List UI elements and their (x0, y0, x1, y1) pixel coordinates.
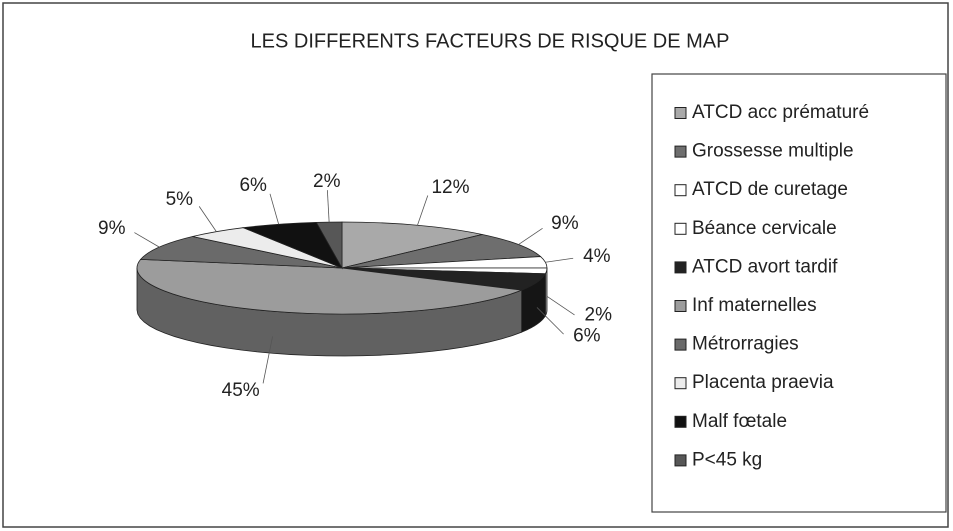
legend-label: ATCD de curetage (692, 179, 848, 200)
leader-line (536, 307, 564, 335)
legend-swatch (674, 338, 687, 351)
legend-label: ATCD acc prématuré (692, 102, 869, 123)
leader-line (545, 257, 574, 263)
legend-label: P<45 kg (692, 449, 762, 470)
data-label: 4% (583, 246, 611, 267)
data-label: 2% (313, 171, 341, 192)
legend-swatch (674, 454, 687, 467)
leader-line (198, 206, 217, 232)
legend-swatch (674, 184, 687, 197)
data-label: 6% (239, 175, 267, 196)
legend-swatch (674, 222, 687, 235)
legend-label: ATCD avort tardif (692, 256, 838, 277)
data-label: 9% (551, 213, 579, 234)
legend-label: Placenta praevia (692, 372, 834, 393)
pie-slice (315, 221, 343, 270)
data-label: 2% (585, 304, 613, 325)
legend-swatch (674, 300, 687, 312)
legend-swatch (674, 261, 687, 274)
leader-line (326, 190, 330, 223)
data-label: 9% (98, 218, 126, 239)
leader-line (262, 336, 273, 384)
legend-label: Malf fœtale (692, 411, 787, 432)
legend-label: Grossesse multiple (692, 141, 854, 162)
data-label: 6% (573, 326, 601, 347)
data-label: 12% (431, 177, 469, 198)
legend-swatch (674, 415, 687, 428)
legend-swatch (674, 145, 687, 158)
legend-box (651, 73, 947, 513)
data-label: 5% (166, 189, 194, 210)
pie-slice (136, 258, 524, 315)
leader-line (417, 195, 429, 226)
legend-label: Béance cervicale (692, 218, 837, 239)
chart-title: LES DIFFERENTS FACTEURS DE RISQUE DE MAP (251, 30, 730, 52)
leader-line (518, 227, 543, 245)
legend-swatch (674, 107, 687, 119)
data-label: 45% (222, 380, 260, 401)
legend-label: Inf maternelles (692, 295, 817, 316)
pie-slice (139, 236, 343, 269)
legend-swatch (674, 377, 687, 390)
legend-label: Métrorragies (692, 334, 799, 355)
pie-slice (341, 221, 483, 269)
leader-line (546, 295, 575, 316)
leader-line (269, 193, 280, 225)
leader-line (134, 232, 160, 248)
